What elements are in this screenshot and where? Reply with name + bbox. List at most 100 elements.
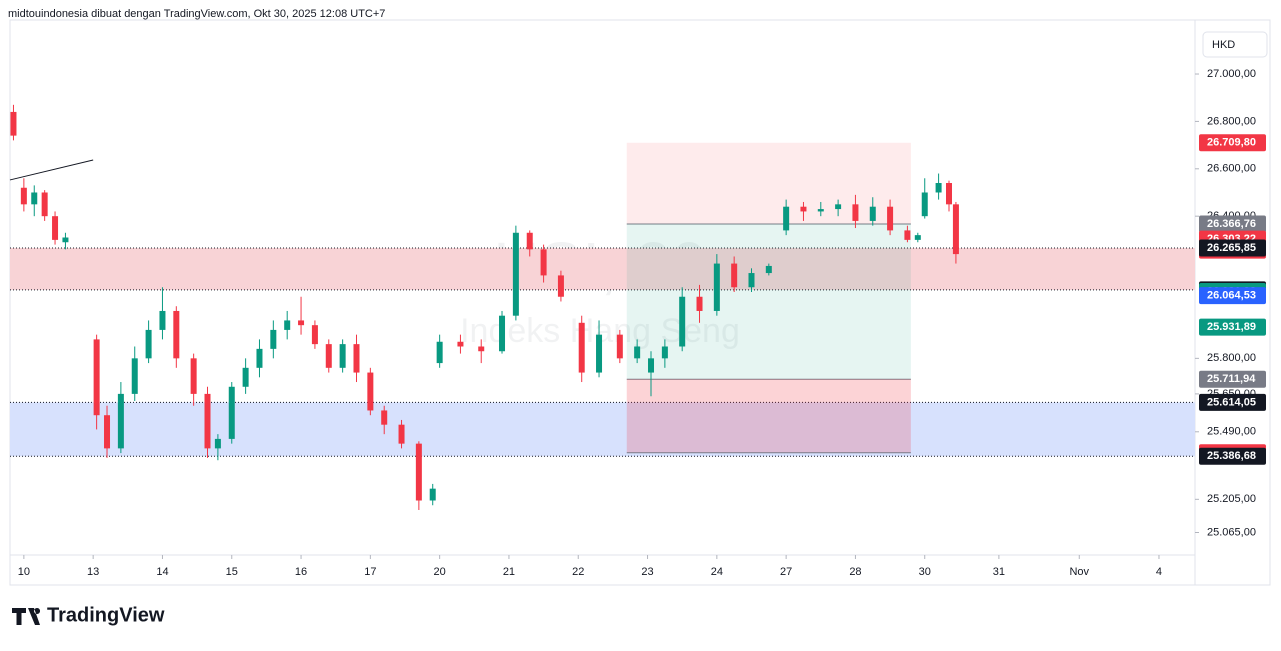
candle-body (325, 344, 332, 368)
candle-body (696, 296, 703, 311)
candle-body (131, 358, 138, 394)
candle-body (748, 273, 755, 288)
y-tick-label: 25.490,00 (1207, 426, 1256, 438)
x-tick-label: 13 (87, 566, 99, 578)
candle-body (284, 320, 291, 330)
x-tick-label: 23 (641, 566, 653, 578)
candle-body (817, 209, 824, 212)
trend-line (9, 159, 94, 181)
price-tag-label: 25.931,89 (1207, 321, 1256, 333)
candle-body (31, 192, 38, 205)
candle-body (242, 367, 249, 387)
x-tick-label: Nov (1069, 566, 1089, 578)
candle-body (270, 329, 277, 349)
x-tick-label: 10 (18, 566, 30, 578)
price-tag (1199, 239, 1266, 257)
candle-body (339, 344, 346, 368)
candle-body (41, 192, 48, 217)
candle-body (800, 206, 807, 212)
x-tick-label: 28 (849, 566, 861, 578)
y-tick-label: 26.600,00 (1207, 163, 1256, 175)
candle-body (731, 263, 738, 288)
x-tick-label: 20 (434, 566, 446, 578)
y-tick-label: 25.800,00 (1207, 352, 1256, 364)
price-tag (1199, 393, 1266, 411)
candle-body (415, 443, 422, 501)
candle-body (679, 296, 686, 347)
candle-body (398, 424, 405, 444)
candle-body (429, 488, 436, 501)
x-tick-label: 15 (226, 566, 238, 578)
candle-body (887, 206, 894, 231)
x-tick-label: 17 (364, 566, 376, 578)
x-tick-label: 4 (1156, 566, 1162, 578)
candle-body (173, 310, 180, 359)
candle-body (478, 346, 485, 352)
x-tick-label: 27 (780, 566, 792, 578)
candle-body (457, 341, 464, 347)
currency: HKD (1212, 39, 1235, 51)
candle-body (117, 393, 124, 449)
x-tick-label: 16 (295, 566, 307, 578)
logo-icon (12, 608, 41, 625)
y-tick-label: 26.800,00 (1207, 115, 1256, 127)
candle-body (596, 334, 603, 373)
candle-body (852, 204, 859, 221)
price-tag (1199, 287, 1266, 305)
y-tick-label: 27.000,00 (1207, 68, 1256, 80)
candle-body (578, 322, 585, 373)
candle-body (921, 192, 928, 217)
position-box (626, 224, 911, 380)
position-box (626, 142, 911, 225)
candle-body (512, 232, 519, 316)
x-tick-label: 30 (919, 566, 931, 578)
price-tag-label: 26.709,80 (1207, 137, 1256, 149)
candle-body (952, 204, 959, 255)
candle-body (835, 204, 842, 210)
candle-body (228, 386, 235, 439)
candle-body (648, 358, 655, 373)
price-tag (1199, 134, 1266, 152)
candle-body (204, 393, 211, 449)
candle-body (914, 235, 921, 240)
currency-box[interactable] (1202, 31, 1268, 58)
candle-body (616, 334, 623, 359)
price-tag (1199, 215, 1266, 233)
price-tag (1199, 318, 1266, 336)
price-tag-label: 26.265,85 (1207, 242, 1256, 254)
zone (10, 247, 1195, 290)
logo: TradingView (12, 604, 165, 626)
candle-body (783, 206, 790, 231)
candle-body (945, 183, 952, 205)
position-box (626, 379, 911, 453)
price-tag-label: 25.614,05 (1207, 396, 1256, 408)
candle-body (104, 415, 111, 449)
candle-body (499, 315, 506, 352)
x-tick-label: 21 (503, 566, 515, 578)
x-tick-label: 14 (156, 566, 168, 578)
candle-body (765, 265, 772, 274)
candle-body (256, 348, 263, 368)
price-tag (1199, 447, 1266, 465)
candle-body (52, 216, 59, 240)
candle-body (214, 438, 221, 449)
price-tag-label: 26.366,76 (1207, 218, 1256, 230)
candle-body (93, 339, 100, 416)
candle-body (526, 232, 533, 250)
price-tag-label: 25.386,68 (1207, 450, 1256, 462)
candle-body (190, 358, 197, 394)
y-tick-label: 25.065,00 (1207, 526, 1256, 538)
candle-body (311, 325, 318, 345)
candle-body (367, 372, 374, 411)
candle-body (904, 230, 911, 240)
candle-body (935, 183, 942, 193)
price-tag (1199, 370, 1266, 388)
candle-body (634, 346, 641, 359)
candle-body (661, 346, 668, 359)
candle-body (381, 410, 388, 425)
x-tick-label: 24 (711, 566, 723, 578)
price-tag-label: 25.711,94 (1207, 373, 1256, 385)
candle-body (713, 263, 720, 311)
header: midtouindonesia dibuat dengan TradingVie… (8, 8, 385, 20)
